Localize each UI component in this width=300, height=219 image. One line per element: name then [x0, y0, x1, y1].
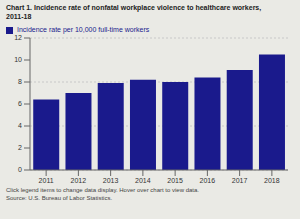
svg-text:2013: 2013 [103, 177, 119, 184]
svg-text:4: 4 [18, 122, 22, 129]
html-text:Click legend items to change d: Click legend items to change data displa… [6, 187, 199, 193]
svg-text:6: 6 [18, 100, 22, 107]
svg-text:2: 2 [18, 144, 22, 151]
svg-text:2014: 2014 [135, 177, 151, 184]
svg-text:2018: 2018 [264, 177, 280, 184]
html-text:Incidence rate per 10,000 full: Incidence rate per 10,000 full-time work… [17, 26, 150, 33]
svg-text:10: 10 [14, 56, 22, 63]
svg-text:2017: 2017 [232, 177, 248, 184]
svg-text:8: 8 [18, 78, 22, 85]
svg-text:2016: 2016 [200, 177, 216, 184]
svg-text:12: 12 [14, 34, 22, 41]
html-text:Source: U.S. Bureau of Labor S: Source: U.S. Bureau of Labor Statistics. [6, 195, 113, 201]
html-text:Chart 1. Incidence rate of non: Chart 1. Incidence rate of nonfatal work… [6, 4, 262, 11]
html-text:2011-18: 2011-18 [6, 13, 32, 20]
svg-text:2011: 2011 [39, 177, 54, 184]
svg-text:2012: 2012 [71, 177, 87, 184]
svg-text:0: 0 [18, 166, 22, 173]
svg-text:2015: 2015 [167, 177, 183, 184]
